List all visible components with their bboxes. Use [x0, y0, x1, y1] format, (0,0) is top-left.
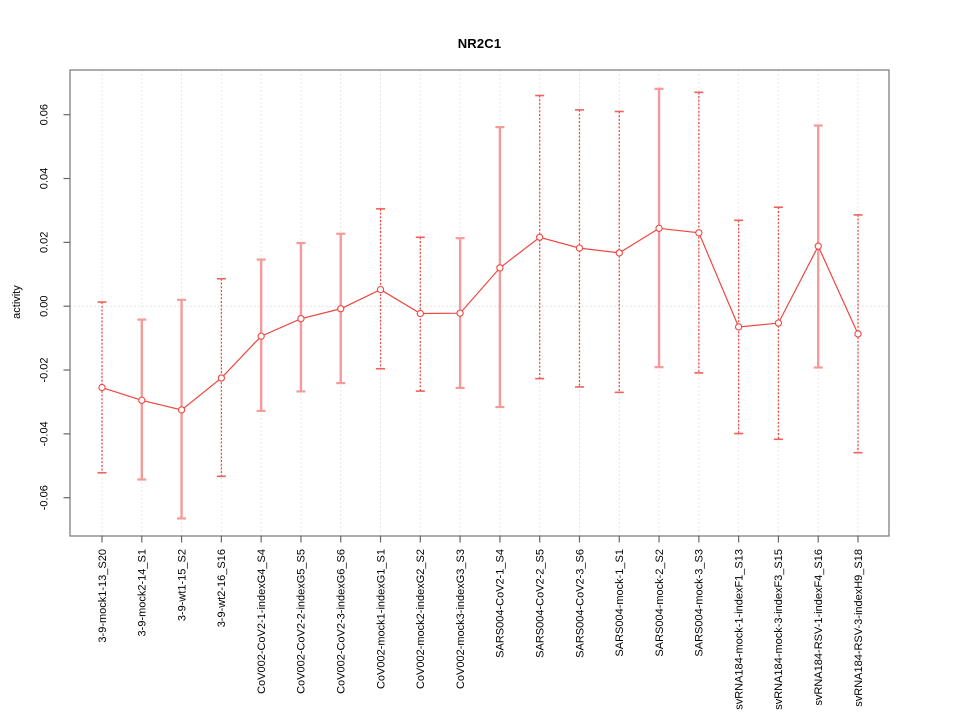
- y-tick-label: 0.02: [39, 232, 51, 253]
- x-tick-label: SARS004-CoV2-1_S4: [495, 549, 507, 658]
- x-tick-label: 3-9-wt1-15_S2: [176, 549, 188, 621]
- data-point: [416, 309, 424, 318]
- x-tick-label: svRNA184-mock-3-indexF3_S15: [773, 549, 785, 710]
- x-tick-label: SARS004-mock-3_S3: [694, 549, 706, 657]
- x-tick-label: CoV002-CoV2-1-indexG4_S4: [256, 549, 268, 694]
- data-point: [297, 314, 305, 323]
- data-point: [615, 249, 623, 257]
- x-tick-label: CoV002-CoV2-2-indexG5_S5: [296, 549, 308, 694]
- x-tick-label: CoV002-mock2-indexG2_S2: [415, 549, 427, 689]
- data-point: [337, 305, 345, 313]
- x-tick-label: svRNA184-mock-1-indexF1_S13: [733, 549, 745, 710]
- chart-title: NR2C1: [457, 36, 502, 51]
- data-point: [177, 406, 186, 414]
- x-tick-label: svRNA184-RSV-3-indexH9_S18: [853, 549, 865, 707]
- data-point: [217, 374, 226, 382]
- x-tick-label: 3-9-mock2-14_S1: [137, 549, 149, 636]
- data-point: [854, 330, 862, 338]
- x-tick-label: SARS004-mock-2_S2: [654, 549, 666, 657]
- y-tick-label: -0.06: [39, 485, 51, 510]
- data-point: [496, 264, 504, 272]
- series-line: [101, 227, 859, 411]
- data-point: [138, 396, 146, 404]
- x-tick-label: 3-9-wt2-16_S16: [216, 549, 228, 627]
- data-point: [456, 309, 464, 317]
- plot-border: [69, 69, 890, 537]
- y-tick-label: 0.06: [39, 104, 51, 125]
- data-point: [814, 242, 822, 250]
- y-tick-label: -0.04: [39, 421, 51, 446]
- data-point: [536, 233, 544, 241]
- x-tick-label: 3-9-mock1-13_S20: [97, 549, 109, 643]
- x-tick-label: CoV002-CoV2-3-indexG6_S6: [336, 549, 348, 694]
- y-tick-label: -0.02: [39, 357, 51, 382]
- x-tick-label: SARS004-CoV2-3_S6: [574, 549, 586, 658]
- data-point: [575, 244, 584, 252]
- x-tick-label: SARS004-mock-1_S1: [614, 549, 626, 657]
- data-point: [98, 383, 106, 392]
- y-tick-label: 0.00: [39, 295, 51, 316]
- data-point: [734, 323, 743, 331]
- y-tick-label: 0.04: [39, 168, 51, 189]
- x-tick-label: CoV002-mock1-indexG1_S1: [375, 549, 387, 689]
- x-tick-label: CoV002-mock3-indexG3_S3: [455, 549, 467, 689]
- data-point: [257, 332, 265, 340]
- data-point: [655, 224, 663, 232]
- x-tick-label: SARS004-CoV2-2_S5: [534, 549, 546, 658]
- data-point: [774, 319, 783, 327]
- data-point: [376, 285, 385, 294]
- data-point: [695, 229, 703, 237]
- x-tick-label: svRNA184-RSV-1-indexF4_S16: [813, 549, 825, 706]
